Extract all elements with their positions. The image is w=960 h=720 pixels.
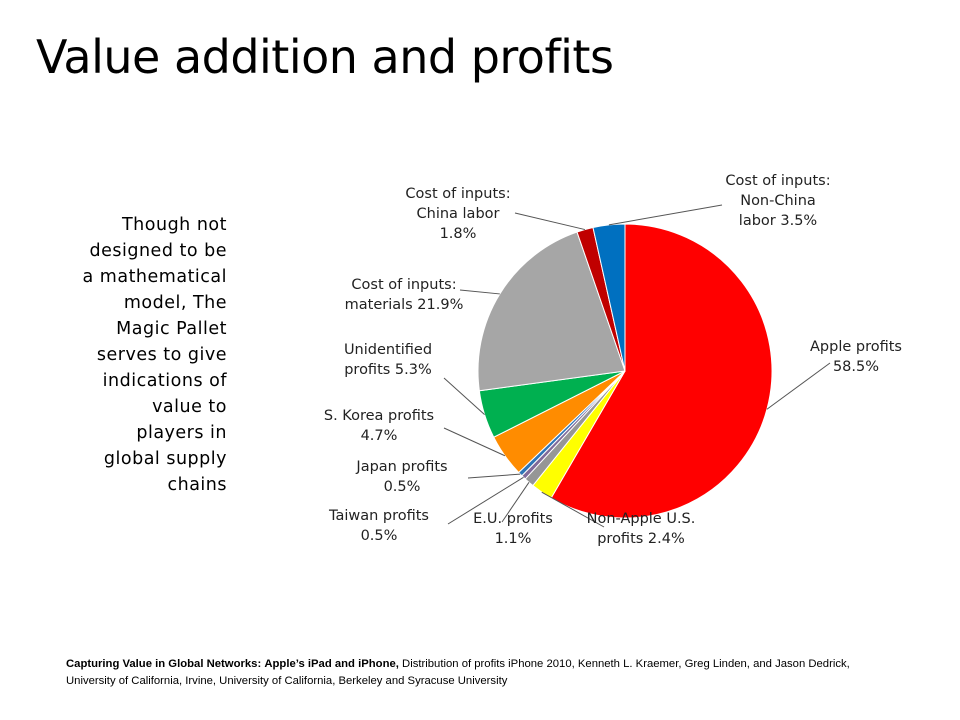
leader-line <box>467 473 521 479</box>
leader-line <box>514 212 586 231</box>
citation: Capturing Value in Global Networks: Appl… <box>66 656 856 690</box>
slice-label: Cost of inputs: China labor 1.8% <box>405 186 510 242</box>
citation-works: Apple’s iPad and iPhone, <box>264 658 399 670</box>
slice-label: Non-Apple U.S. profits 2.4% <box>587 511 696 547</box>
side-note: Though not designed to be a mathematical… <box>82 215 227 495</box>
leader-line <box>501 482 530 523</box>
leader-line <box>459 289 500 295</box>
leader-line <box>443 427 506 457</box>
slice-label: Apple profits 58.5% <box>810 339 902 375</box>
slice-label: S. Korea profits 4.7% <box>324 408 434 444</box>
leader-line <box>608 204 723 226</box>
slice-label: Unidentified profits 5.3% <box>344 342 432 378</box>
pie-slice <box>477 231 626 392</box>
leader-line <box>447 476 524 525</box>
slice-label: E.U. profits 1.1% <box>473 511 553 547</box>
citation-source-title: Capturing Value in Global Networks: <box>66 658 262 670</box>
leader-line <box>541 491 605 528</box>
slice-label: Japan profits 0.5% <box>355 459 447 495</box>
leader-line <box>766 362 831 410</box>
slide-title: Value addition and profits <box>36 30 614 84</box>
citation-details: Distribution of profits iPhone 2010, Ken… <box>66 658 850 687</box>
pie-slice <box>550 223 773 519</box>
slice-label: Cost of inputs: materials 21.9% <box>345 277 464 313</box>
pie-chart: Apple profits 58.5% Non-Apple U.S. profits … <box>324 173 902 547</box>
leader-line <box>443 377 485 415</box>
slice-label: Cost of inputs: Non-China labor 3.5% <box>725 173 830 229</box>
slice-label: Taiwan profits 0.5% <box>328 508 429 544</box>
